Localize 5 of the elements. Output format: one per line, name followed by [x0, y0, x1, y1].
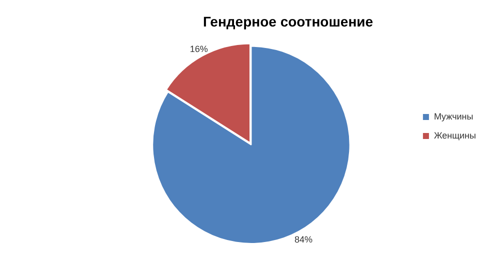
data-label: 16%: [190, 44, 208, 54]
legend-label: Женщины: [434, 130, 476, 140]
legend-label: Мужчины: [434, 111, 474, 122]
data-label: 84%: [294, 234, 313, 245]
chart-title: Гендерное соотношение: [202, 13, 374, 30]
